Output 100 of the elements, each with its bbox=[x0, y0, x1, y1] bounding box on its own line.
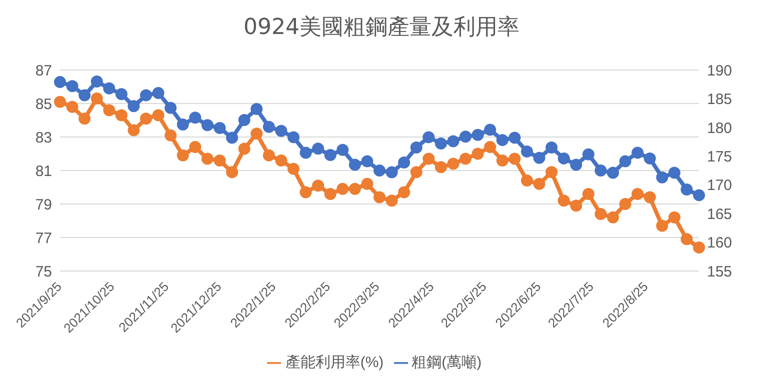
point bbox=[300, 186, 312, 198]
point bbox=[324, 188, 336, 200]
point bbox=[226, 132, 238, 144]
point bbox=[570, 200, 582, 212]
point bbox=[312, 180, 324, 192]
point bbox=[201, 152, 214, 165]
point bbox=[152, 109, 164, 122]
point bbox=[90, 92, 103, 104]
point bbox=[374, 164, 386, 176]
point bbox=[570, 158, 582, 171]
point bbox=[250, 128, 263, 140]
point bbox=[398, 156, 410, 168]
point bbox=[54, 96, 66, 108]
y2-tick-label: 160 bbox=[707, 234, 732, 252]
y2-tick-label: 180 bbox=[707, 120, 732, 137]
point bbox=[422, 131, 435, 144]
point bbox=[250, 103, 263, 116]
point bbox=[300, 146, 312, 159]
point bbox=[262, 149, 275, 162]
point bbox=[90, 75, 103, 88]
point bbox=[214, 122, 226, 134]
point bbox=[546, 142, 558, 154]
point bbox=[693, 189, 705, 202]
y-tick-label: 85 bbox=[35, 96, 52, 113]
point bbox=[374, 191, 386, 204]
point bbox=[348, 182, 361, 195]
point bbox=[668, 211, 680, 224]
point bbox=[533, 178, 546, 190]
point bbox=[606, 166, 619, 179]
point bbox=[78, 112, 91, 125]
point bbox=[361, 155, 374, 168]
point bbox=[582, 188, 594, 200]
point bbox=[460, 152, 472, 165]
point bbox=[484, 141, 496, 154]
point bbox=[606, 211, 619, 224]
point bbox=[619, 198, 632, 210]
point bbox=[226, 166, 238, 178]
point bbox=[66, 80, 78, 92]
point bbox=[558, 194, 570, 207]
point bbox=[520, 146, 533, 158]
point bbox=[189, 112, 202, 124]
y2-tick-label: 190 bbox=[707, 62, 732, 80]
point bbox=[238, 142, 250, 155]
point bbox=[693, 242, 705, 254]
point bbox=[460, 130, 472, 143]
point bbox=[632, 188, 644, 200]
point bbox=[140, 89, 152, 102]
point bbox=[78, 89, 91, 102]
point bbox=[386, 166, 398, 178]
y2-tick-label: 155 bbox=[707, 263, 732, 280]
point bbox=[472, 148, 484, 160]
point bbox=[152, 86, 164, 99]
point bbox=[176, 149, 189, 162]
point bbox=[410, 166, 422, 178]
point bbox=[484, 124, 496, 136]
point bbox=[644, 152, 656, 164]
point bbox=[582, 148, 594, 160]
y-tick-label: 79 bbox=[35, 196, 52, 214]
point bbox=[275, 154, 288, 166]
point bbox=[348, 158, 361, 171]
point bbox=[472, 128, 484, 141]
point bbox=[312, 142, 324, 155]
point bbox=[275, 124, 288, 137]
point bbox=[176, 118, 189, 131]
point bbox=[520, 174, 533, 187]
y-tick-label: 81 bbox=[35, 162, 52, 180]
legend-label: 粗鋼(萬噸) bbox=[412, 354, 482, 371]
point bbox=[508, 132, 521, 144]
point bbox=[287, 162, 300, 175]
point bbox=[434, 161, 447, 174]
point bbox=[336, 182, 349, 195]
point bbox=[668, 166, 680, 179]
point bbox=[54, 76, 66, 88]
point bbox=[287, 131, 300, 144]
point bbox=[214, 154, 226, 166]
point bbox=[594, 208, 607, 220]
point bbox=[656, 171, 668, 184]
point bbox=[128, 124, 140, 136]
point bbox=[422, 152, 435, 165]
point bbox=[680, 233, 693, 246]
point bbox=[238, 114, 250, 126]
point bbox=[644, 191, 656, 204]
point bbox=[386, 194, 398, 207]
point bbox=[496, 134, 508, 146]
point bbox=[336, 144, 349, 156]
point bbox=[447, 135, 460, 148]
point bbox=[103, 82, 116, 94]
point bbox=[496, 154, 508, 166]
point bbox=[262, 120, 275, 133]
point bbox=[115, 109, 128, 122]
point bbox=[410, 142, 422, 154]
point bbox=[164, 129, 177, 142]
y2-tick-label: 170 bbox=[707, 177, 732, 194]
point bbox=[558, 152, 570, 164]
chart-title: 0924美國粗鋼產量及利用率 bbox=[242, 14, 520, 42]
point bbox=[656, 220, 668, 232]
point bbox=[533, 152, 546, 164]
point bbox=[128, 100, 140, 112]
point bbox=[546, 166, 558, 178]
y-tick-label: 83 bbox=[35, 129, 52, 146]
